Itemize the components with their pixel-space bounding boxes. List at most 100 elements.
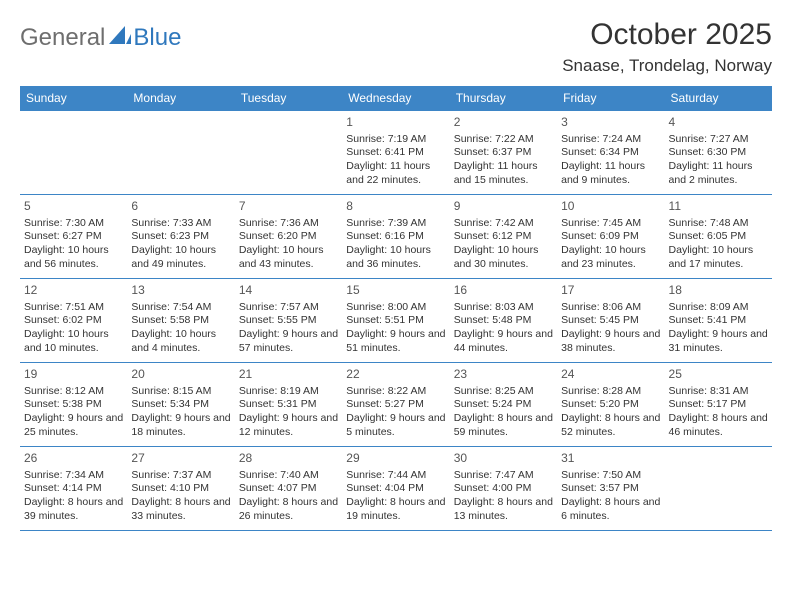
day-number: 8 <box>346 199 445 215</box>
daylight-text: Daylight: 8 hours and 33 minutes. <box>131 496 230 523</box>
sunrise-text: Sunrise: 8:25 AM <box>454 385 553 399</box>
day-number: 14 <box>239 283 338 299</box>
sunset-text: Sunset: 6:37 PM <box>454 146 553 160</box>
sunset-text: Sunset: 5:20 PM <box>561 398 660 412</box>
daylight-text: Daylight: 9 hours and 18 minutes. <box>131 412 230 439</box>
calendar-cell: 29Sunrise: 7:44 AMSunset: 4:04 PMDayligh… <box>342 447 449 531</box>
calendar-cell: 11Sunrise: 7:48 AMSunset: 6:05 PMDayligh… <box>665 195 772 279</box>
day-number: 13 <box>131 283 230 299</box>
daylight-text: Daylight: 10 hours and 56 minutes. <box>24 244 123 271</box>
sunrise-text: Sunrise: 8:12 AM <box>24 385 123 399</box>
calendar-cell: 1Sunrise: 7:19 AMSunset: 6:41 PMDaylight… <box>342 111 449 195</box>
daylight-text: Daylight: 10 hours and 17 minutes. <box>669 244 768 271</box>
day-number: 16 <box>454 283 553 299</box>
calendar-cell: 5Sunrise: 7:30 AMSunset: 6:27 PMDaylight… <box>20 195 127 279</box>
daylight-text: Daylight: 10 hours and 23 minutes. <box>561 244 660 271</box>
day-number: 10 <box>561 199 660 215</box>
day-number: 31 <box>561 451 660 467</box>
calendar-table: Sunday Monday Tuesday Wednesday Thursday… <box>20 86 772 531</box>
sunset-text: Sunset: 6:16 PM <box>346 230 445 244</box>
sunrise-text: Sunrise: 8:00 AM <box>346 301 445 315</box>
calendar-cell: 21Sunrise: 8:19 AMSunset: 5:31 PMDayligh… <box>235 363 342 447</box>
sunrise-text: Sunrise: 8:28 AM <box>561 385 660 399</box>
calendar-row: 5Sunrise: 7:30 AMSunset: 6:27 PMDaylight… <box>20 195 772 279</box>
day-number: 9 <box>454 199 553 215</box>
logo-sail-icon <box>109 26 131 46</box>
calendar-cell: 15Sunrise: 8:00 AMSunset: 5:51 PMDayligh… <box>342 279 449 363</box>
calendar-cell: 13Sunrise: 7:54 AMSunset: 5:58 PMDayligh… <box>127 279 234 363</box>
daylight-text: Daylight: 8 hours and 52 minutes. <box>561 412 660 439</box>
calendar-header-row: Sunday Monday Tuesday Wednesday Thursday… <box>20 86 772 111</box>
calendar-cell <box>20 111 127 195</box>
calendar-cell: 10 Sunrise: 7:45 AMSunset: 6:09 PMDayligh… <box>557 195 664 279</box>
sunrise-text: Sunrise: 7:48 AM <box>669 217 768 231</box>
day-number: 25 <box>669 367 768 383</box>
sunrise-text: Sunrise: 7:47 AM <box>454 469 553 483</box>
sunset-text: Sunset: 5:48 PM <box>454 314 553 328</box>
calendar-cell: 2Sunrise: 7:22 AMSunset: 6:37 PMDaylight… <box>450 111 557 195</box>
daylight-text: Daylight: 11 hours and 15 minutes. <box>454 160 553 187</box>
calendar-cell: 17Sunrise: 8:06 AMSunset: 5:45 PMDayligh… <box>557 279 664 363</box>
sunset-text: Sunset: 6:34 PM <box>561 146 660 160</box>
daylight-text: Daylight: 9 hours and 57 minutes. <box>239 328 338 355</box>
sunrise-text: Sunrise: 7:30 AM <box>24 217 123 231</box>
sunset-text: Sunset: 5:27 PM <box>346 398 445 412</box>
day-number: 24 <box>561 367 660 383</box>
sunrise-text: Sunrise: 8:31 AM <box>669 385 768 399</box>
day-number: 20 <box>131 367 230 383</box>
sunrise-text: Sunrise: 8:09 AM <box>669 301 768 315</box>
calendar-row: 1Sunrise: 7:19 AMSunset: 6:41 PMDaylight… <box>20 111 772 195</box>
daylight-text: Daylight: 8 hours and 59 minutes. <box>454 412 553 439</box>
day-number: 1 <box>346 115 445 131</box>
calendar-cell: 6Sunrise: 7:33 AMSunset: 6:23 PMDaylight… <box>127 195 234 279</box>
sunset-text: Sunset: 6:09 PM <box>561 230 660 244</box>
sunrise-text: Sunrise: 8:06 AM <box>561 301 660 315</box>
weekday-header: Sunday <box>20 86 127 111</box>
day-number: 30 <box>454 451 553 467</box>
daylight-text: Daylight: 9 hours and 31 minutes. <box>669 328 768 355</box>
title-block: October 2025 Snaase, Trondelag, Norway <box>562 18 772 76</box>
calendar-cell <box>665 447 772 531</box>
day-number: 19 <box>24 367 123 383</box>
daylight-text: Daylight: 10 hours and 10 minutes. <box>24 328 123 355</box>
daylight-text: Daylight: 10 hours and 43 minutes. <box>239 244 338 271</box>
daylight-text: Daylight: 10 hours and 30 minutes. <box>454 244 553 271</box>
calendar-cell: 12Sunrise: 7:51 AMSunset: 6:02 PMDayligh… <box>20 279 127 363</box>
sunrise-text: Sunrise: 8:15 AM <box>131 385 230 399</box>
day-number: 2 <box>454 115 553 131</box>
calendar-cell: 20Sunrise: 8:15 AMSunset: 5:34 PMDayligh… <box>127 363 234 447</box>
sunrise-text: Sunrise: 7:37 AM <box>131 469 230 483</box>
sunset-text: Sunset: 4:10 PM <box>131 482 230 496</box>
sunset-text: Sunset: 5:55 PM <box>239 314 338 328</box>
month-title: October 2025 <box>562 18 772 52</box>
calendar-cell: 4Sunrise: 7:27 AMSunset: 6:30 PMDaylight… <box>665 111 772 195</box>
sunset-text: Sunset: 5:58 PM <box>131 314 230 328</box>
sunset-text: Sunset: 5:31 PM <box>239 398 338 412</box>
sunset-text: Sunset: 6:23 PM <box>131 230 230 244</box>
daylight-text: Daylight: 8 hours and 39 minutes. <box>24 496 123 523</box>
calendar-cell: 19Sunrise: 8:12 AMSunset: 5:38 PMDayligh… <box>20 363 127 447</box>
sunrise-text: Sunrise: 7:45 AM <box>561 217 660 231</box>
day-number: 7 <box>239 199 338 215</box>
calendar-cell: 28Sunrise: 7:40 AMSunset: 4:07 PMDayligh… <box>235 447 342 531</box>
weekday-header: Friday <box>557 86 664 111</box>
sunrise-text: Sunrise: 7:44 AM <box>346 469 445 483</box>
sunset-text: Sunset: 6:41 PM <box>346 146 445 160</box>
daylight-text: Daylight: 9 hours and 44 minutes. <box>454 328 553 355</box>
sunset-text: Sunset: 5:45 PM <box>561 314 660 328</box>
calendar-cell: 23Sunrise: 8:25 AMSunset: 5:24 PMDayligh… <box>450 363 557 447</box>
sunrise-text: Sunrise: 8:22 AM <box>346 385 445 399</box>
calendar-cell: 30Sunrise: 7:47 AMSunset: 4:00 PMDayligh… <box>450 447 557 531</box>
sunset-text: Sunset: 6:20 PM <box>239 230 338 244</box>
day-number: 11 <box>669 199 768 215</box>
sunset-text: Sunset: 6:12 PM <box>454 230 553 244</box>
day-number: 15 <box>346 283 445 299</box>
daylight-text: Daylight: 8 hours and 6 minutes. <box>561 496 660 523</box>
sunset-text: Sunset: 5:41 PM <box>669 314 768 328</box>
sunset-text: Sunset: 6:30 PM <box>669 146 768 160</box>
sunrise-text: Sunrise: 8:19 AM <box>239 385 338 399</box>
sunrise-text: Sunrise: 7:27 AM <box>669 133 768 147</box>
sunrise-text: Sunrise: 7:40 AM <box>239 469 338 483</box>
calendar-cell: 16Sunrise: 8:03 AMSunset: 5:48 PMDayligh… <box>450 279 557 363</box>
calendar-cell: 18Sunrise: 8:09 AMSunset: 5:41 PMDayligh… <box>665 279 772 363</box>
